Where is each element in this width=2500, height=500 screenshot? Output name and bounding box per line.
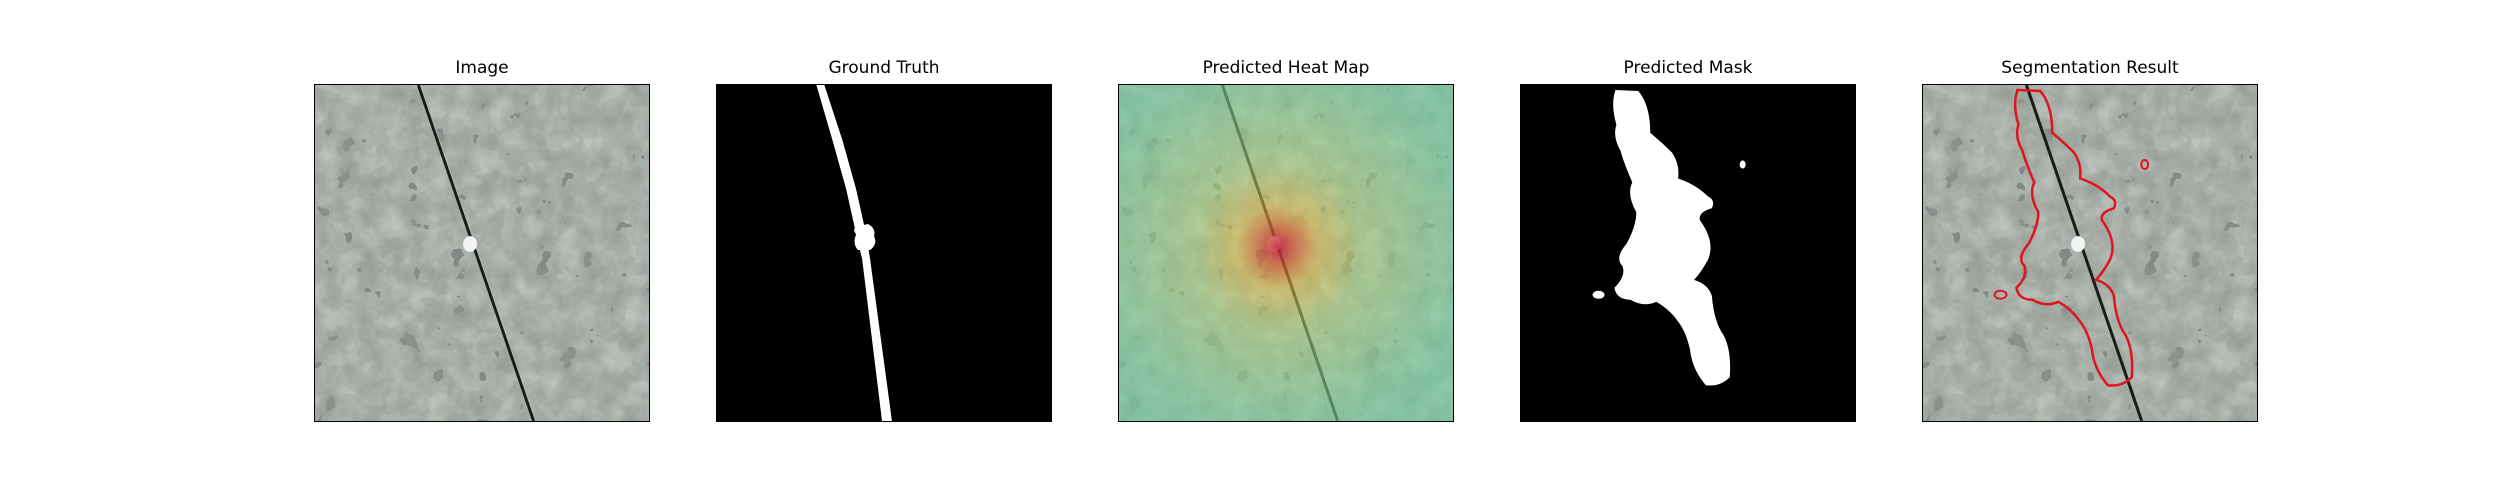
crack-line: [416, 85, 536, 421]
predicted-speck: [1592, 290, 1605, 299]
segmentation-contour: [2013, 88, 2134, 387]
segmentation-frame: [1922, 84, 2258, 422]
predicted-region: [1613, 89, 1731, 386]
heat-gradient: [1119, 85, 1453, 421]
crack-mask: [816, 85, 892, 421]
panel-title-image: Image: [455, 58, 509, 78]
panel-title-ground-truth: Ground Truth: [828, 58, 940, 78]
image-frame: [314, 84, 650, 422]
panel-title-predicted-mask: Predicted Mask: [1623, 58, 1753, 78]
panel-ground-truth: Ground Truth: [716, 58, 1052, 422]
panel-heat-map: Predicted Heat Map: [1118, 58, 1454, 422]
ground-truth-mask: [717, 85, 1051, 421]
defect-mask: [854, 224, 876, 251]
predicted-mask: [1521, 85, 1855, 421]
heat-map-overlay: [1119, 85, 1453, 421]
texture-image: [315, 85, 649, 421]
panel-segmentation-result: Segmentation Result: [1922, 58, 2258, 422]
panel-title-segmentation-result: Segmentation Result: [2001, 58, 2179, 78]
panel-title-heat-map: Predicted Heat Map: [1202, 58, 1370, 78]
predicted-speck: [1739, 160, 1746, 169]
predicted-mask-frame: [1520, 84, 1856, 422]
ground-truth-frame: [716, 84, 1052, 422]
segmentation-overlay: [1923, 85, 2257, 421]
heat-map-frame: [1118, 84, 1454, 422]
panel-predicted-mask: Predicted Mask: [1520, 58, 1856, 422]
defect-spot: [463, 236, 478, 253]
panel-image: Image: [314, 58, 650, 422]
